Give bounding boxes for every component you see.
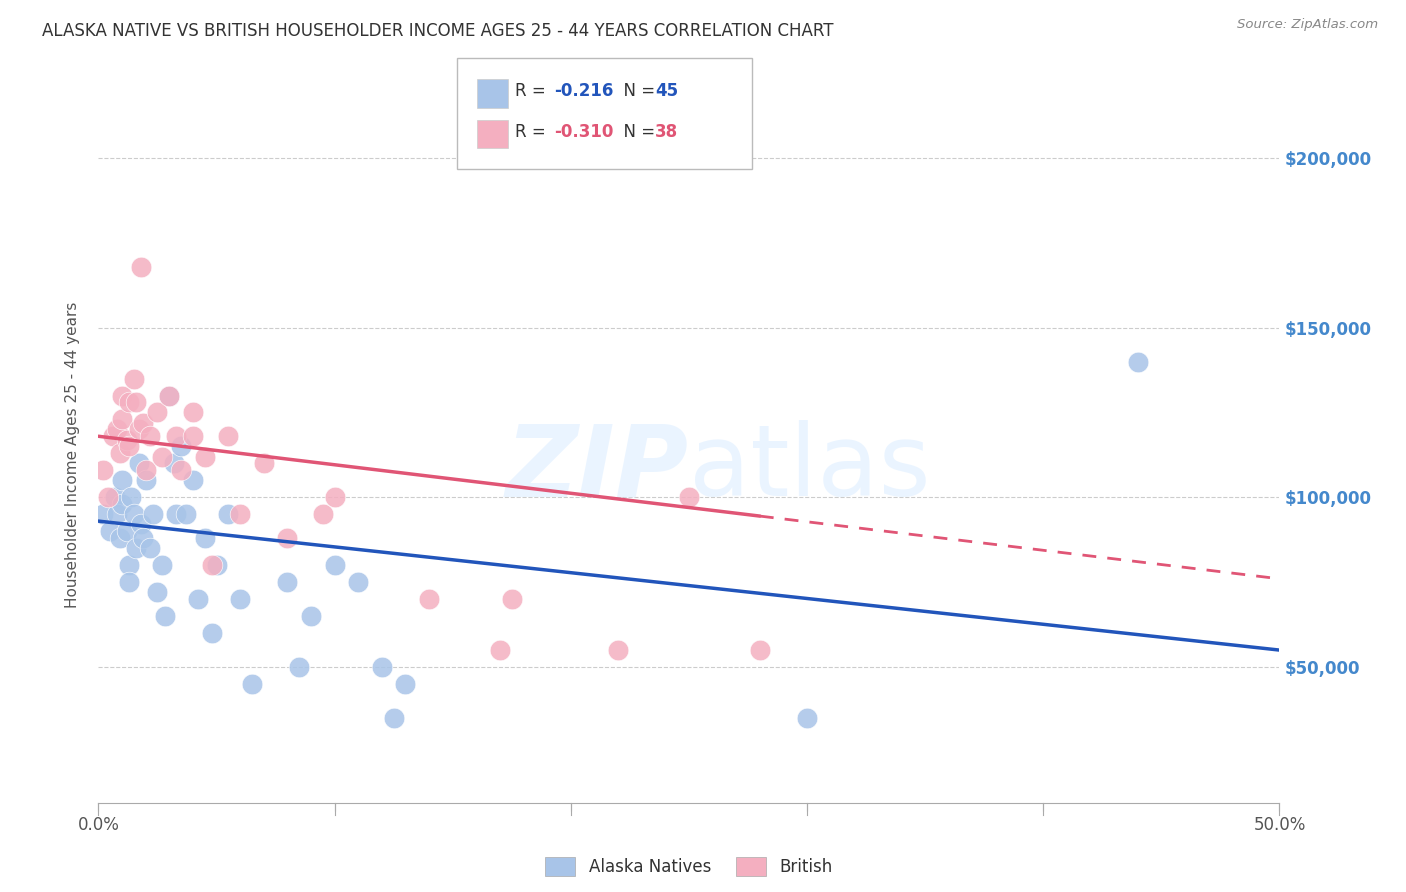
Text: 45: 45	[655, 82, 678, 100]
Point	[115, 524, 138, 539]
Point	[105, 508, 128, 522]
Point	[165, 429, 187, 443]
Point	[128, 422, 150, 436]
Point	[111, 497, 134, 511]
Point	[108, 446, 131, 460]
Point	[382, 711, 405, 725]
Point	[115, 433, 138, 447]
Point	[312, 508, 335, 522]
Point	[125, 541, 148, 556]
Point	[174, 508, 197, 522]
Point	[181, 405, 204, 419]
Point	[181, 474, 204, 488]
Point	[139, 429, 162, 443]
Legend: Alaska Natives, British: Alaska Natives, British	[538, 850, 839, 883]
Point	[163, 457, 186, 471]
Point	[170, 439, 193, 453]
Point	[121, 491, 143, 505]
Point	[501, 592, 523, 607]
Point	[108, 531, 131, 545]
Point	[122, 371, 145, 385]
Point	[139, 541, 162, 556]
Text: Source: ZipAtlas.com: Source: ZipAtlas.com	[1237, 18, 1378, 31]
Point	[240, 677, 263, 691]
Point	[150, 450, 173, 464]
Point	[748, 643, 770, 657]
Point	[323, 491, 346, 505]
Point	[229, 592, 252, 607]
Point	[105, 422, 128, 436]
Text: R =: R =	[515, 123, 551, 141]
Point	[122, 508, 145, 522]
Point	[276, 575, 298, 590]
Point	[142, 508, 165, 522]
Y-axis label: Householder Income Ages 25 - 44 years: Householder Income Ages 25 - 44 years	[65, 301, 80, 608]
Point	[323, 558, 346, 573]
Point	[135, 474, 157, 488]
Point	[1126, 354, 1149, 368]
Point	[796, 711, 818, 725]
Point	[111, 412, 134, 426]
Point	[157, 388, 180, 402]
Point	[181, 429, 204, 443]
Point	[371, 660, 394, 674]
Text: -0.216: -0.216	[554, 82, 613, 100]
Point	[98, 524, 121, 539]
Point	[104, 491, 127, 505]
Point	[347, 575, 370, 590]
Point	[132, 531, 155, 545]
Point	[101, 429, 124, 443]
Point	[111, 474, 134, 488]
Point	[153, 609, 176, 624]
Point	[146, 405, 169, 419]
Point	[132, 416, 155, 430]
Point	[150, 558, 173, 573]
Text: 38: 38	[655, 123, 678, 141]
Point	[253, 457, 276, 471]
Point	[165, 508, 187, 522]
Point	[170, 463, 193, 477]
Point	[129, 260, 152, 274]
Text: -0.310: -0.310	[554, 123, 613, 141]
Point	[118, 558, 141, 573]
Point	[276, 531, 298, 545]
Point	[607, 643, 630, 657]
Text: ALASKA NATIVE VS BRITISH HOUSEHOLDER INCOME AGES 25 - 44 YEARS CORRELATION CHART: ALASKA NATIVE VS BRITISH HOUSEHOLDER INC…	[42, 22, 834, 40]
Point	[288, 660, 311, 674]
Point	[201, 626, 224, 640]
Point	[118, 395, 141, 409]
Point	[91, 463, 114, 477]
Point	[194, 531, 217, 545]
Point	[205, 558, 228, 573]
Point	[187, 592, 209, 607]
Point	[201, 558, 224, 573]
Point	[394, 677, 416, 691]
Point	[91, 508, 114, 522]
Point	[678, 491, 700, 505]
Point	[489, 643, 512, 657]
Point	[229, 508, 252, 522]
Point	[157, 388, 180, 402]
Text: atlas: atlas	[689, 420, 931, 517]
Point	[97, 491, 120, 505]
Point	[128, 457, 150, 471]
Point	[217, 508, 239, 522]
Point	[135, 463, 157, 477]
Text: ZIP: ZIP	[506, 420, 689, 517]
Point	[129, 517, 152, 532]
Point	[146, 585, 169, 599]
Point	[125, 395, 148, 409]
Text: N =: N =	[613, 123, 661, 141]
Text: R =: R =	[515, 82, 551, 100]
Point	[217, 429, 239, 443]
Point	[118, 575, 141, 590]
Point	[111, 388, 134, 402]
Text: N =: N =	[613, 82, 661, 100]
Point	[418, 592, 440, 607]
Point	[194, 450, 217, 464]
Point	[118, 439, 141, 453]
Point	[299, 609, 322, 624]
